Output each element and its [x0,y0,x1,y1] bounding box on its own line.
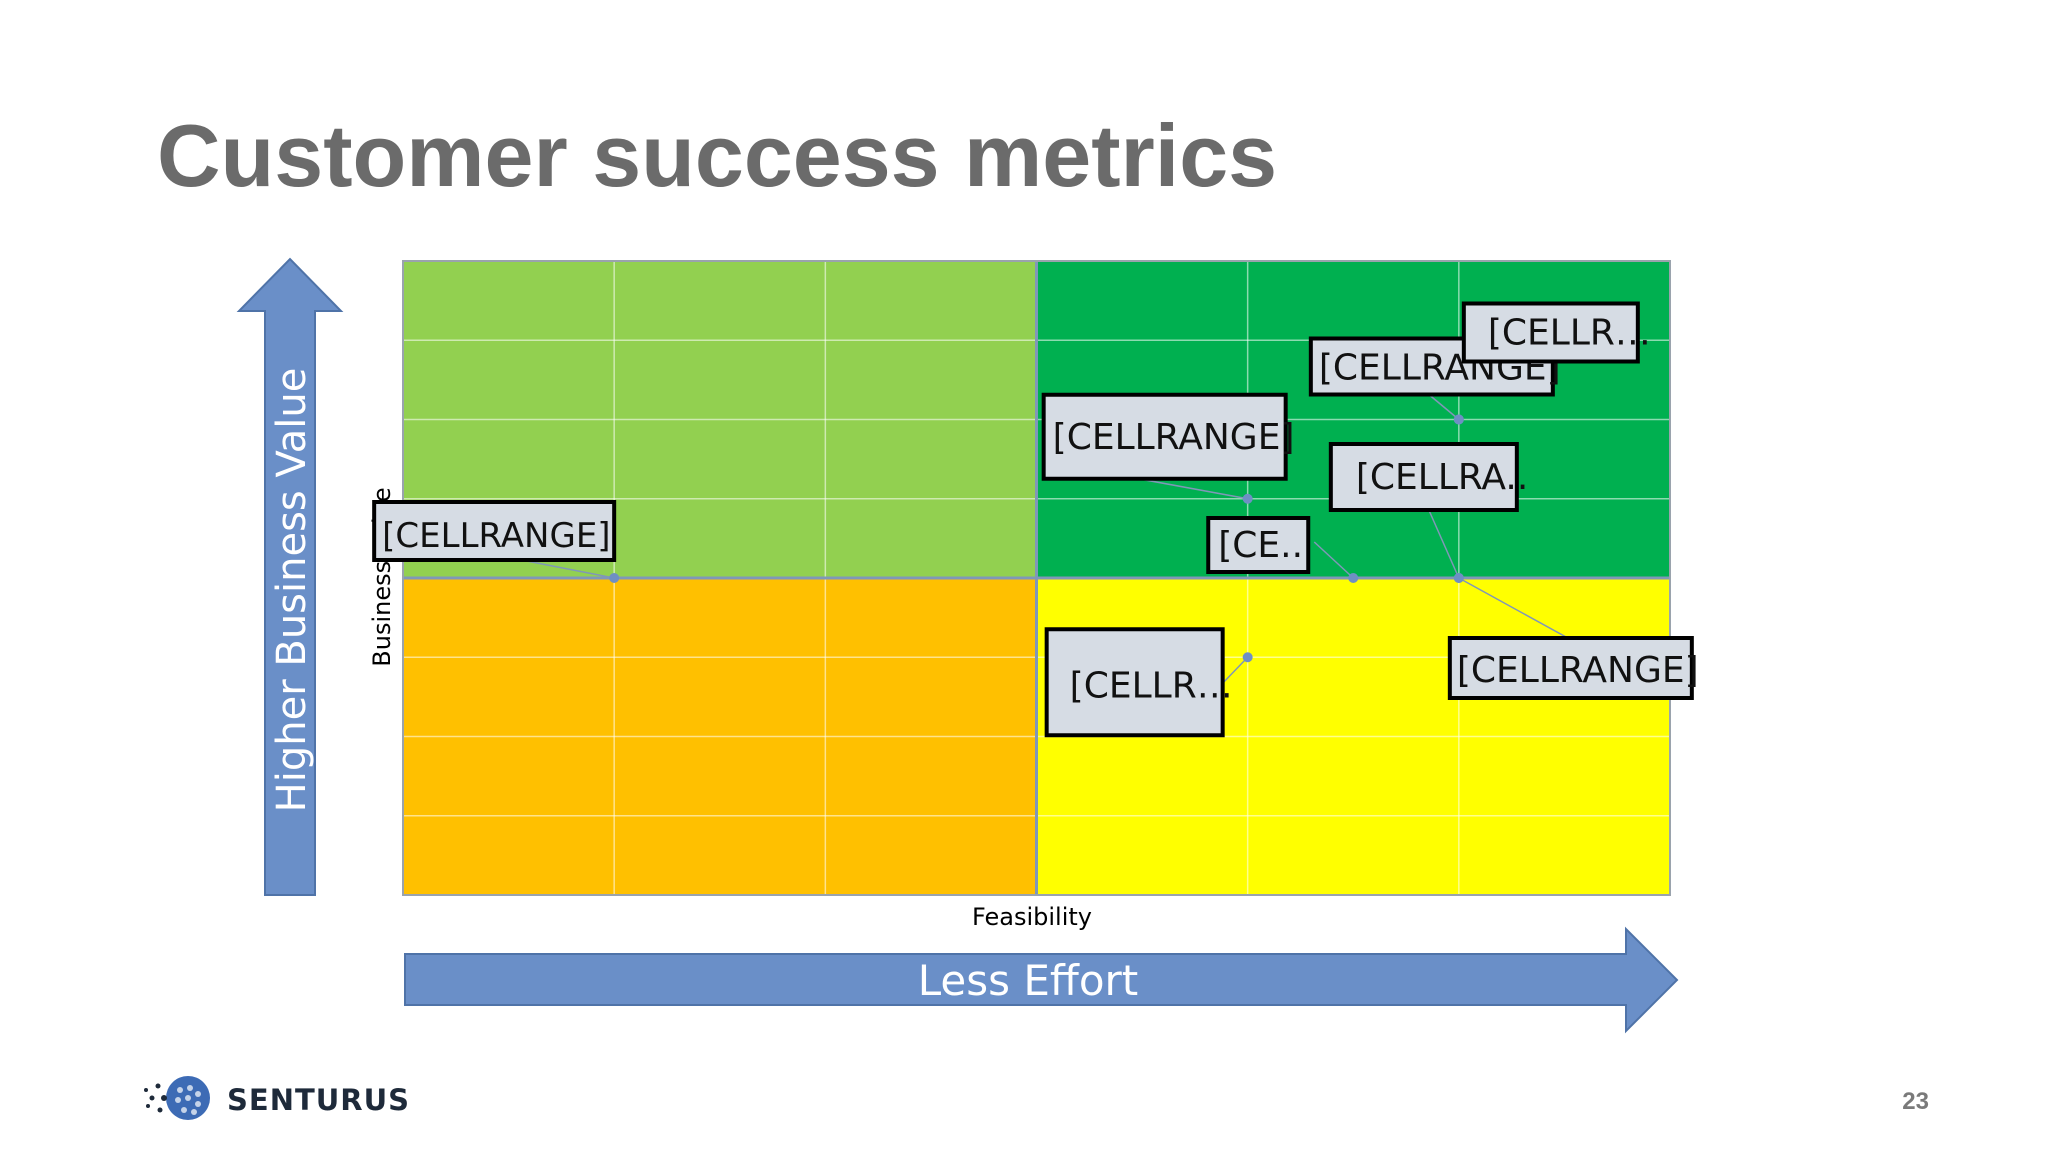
page-number: 23 [1902,1088,1929,1115]
up-arrow: Higher Business Value [236,257,344,896]
data-point [1453,414,1464,425]
leader-line [1313,541,1354,579]
data-label: [CELLR… [1070,665,1233,706]
data-label-box [1041,392,1288,481]
right-arrow-shape [404,926,1679,1034]
data-label-box [1044,627,1225,738]
slide-title: Customer success metrics [157,106,1278,205]
data-point [1242,652,1253,663]
up-arrow-shape [236,257,344,896]
data-label: [CELLRANGE] [1053,417,1295,458]
data-points [609,414,1464,663]
right-arrow: Less Effort [404,926,1679,1034]
leader-line [1428,509,1460,579]
right-arrow-label: Less Effort [918,956,1139,1005]
up-arrow-label: Higher Business Value [269,368,315,813]
data-label-box [1461,301,1640,364]
data-label: [CELLRA.. [1356,457,1528,498]
data-label-box [1206,516,1311,574]
data-label: [CELLRANGE] [1457,650,1699,691]
data-label: [CELLR… [1488,313,1651,354]
data-label: [CE.. [1218,525,1303,566]
data-labels: [CELLRANGE] [CELLRANGE] [CELLRANGE] [CELLR…… [372,301,1699,738]
data-point [1453,573,1464,583]
data-label: [CELLRANGE] [382,516,610,556]
leader-line [1428,393,1460,421]
data-point [1242,493,1253,504]
leader-line [1222,656,1249,684]
data-label-box [1328,442,1519,512]
data-label-box [1447,636,1694,700]
x-axis-label: Feasibility [972,903,1092,931]
data-point [609,573,620,583]
leader-line [1458,577,1569,639]
data-point [1348,573,1359,583]
data-label-box [372,500,617,562]
plot-border [402,260,1671,896]
senturus-logo-icon [144,1076,210,1120]
logo-text: SENTURUS [227,1083,411,1117]
